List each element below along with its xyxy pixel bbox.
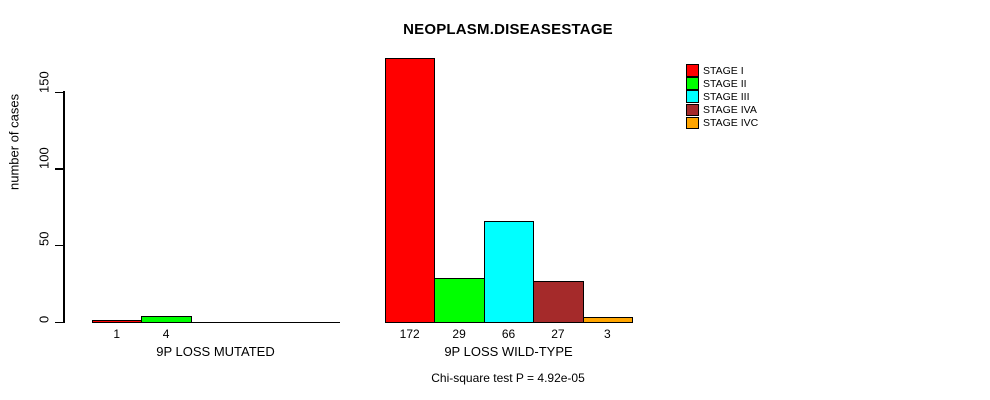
bar-stage-ivc [582,317,633,323]
legend-swatch-stage-ivc [686,116,699,130]
legend-item-stage-i: STAGE I [686,64,806,77]
legend-swatch-stage-iii [686,90,699,103]
group-label-9p-loss-wild-type: 9P LOSS WILD-TYPE [444,344,573,359]
chi-square-annotation: Chi-square test P = 4.92e-05 [431,371,585,385]
bar-stage-i [92,320,143,323]
bar-stage-iva [533,280,584,323]
y-axis-tick [55,244,63,247]
y-axis-tick [55,168,63,170]
legend-label: STAGE IVA [703,104,757,117]
legend-label: STAGE IVC [703,117,759,130]
group-label-9p-loss-mutated: 9P LOSS MUTATED [156,344,275,359]
legend: STAGE I STAGE II STAGE III STAGE IVA STAGE I… [686,64,816,134]
legend-item-stage-ii: STAGE II [686,77,806,90]
bar-value-label: 4 [162,327,170,341]
legend-swatch-stage-iva [686,103,699,117]
bar-stage-ii [434,277,485,323]
legend-swatch-stage-i [686,64,699,77]
legend-item-stage-iva: STAGE IVA [686,103,806,117]
legend-label: STAGE II [703,77,747,90]
zero-baseline [92,321,340,323]
chart-title: NEOPLASM.DISEASESTAGE [403,21,613,38]
bar-value-label: 1 [113,327,121,341]
y-axis-line [63,91,65,323]
bar-stage-i [385,58,436,323]
legend-label: STAGE III [703,90,750,103]
legend-item-stage-iii: STAGE III [686,90,806,103]
y-axis-tick [55,321,63,323]
legend-item-stage-ivc: STAGE IVC [686,116,806,130]
legend-swatch-stage-ii [686,77,699,90]
bar-stage-ii [141,315,192,323]
y-axis-tick [55,91,63,93]
legend-label: STAGE I [703,64,744,77]
bar-stage-iii [483,220,535,323]
bar-value-label: 3 [603,327,611,341]
bar-value-label: 172 [399,327,420,341]
bar-value-label: 29 [452,327,466,341]
bar-value-label: 27 [551,327,565,341]
bar-value-label: 66 [501,327,516,341]
